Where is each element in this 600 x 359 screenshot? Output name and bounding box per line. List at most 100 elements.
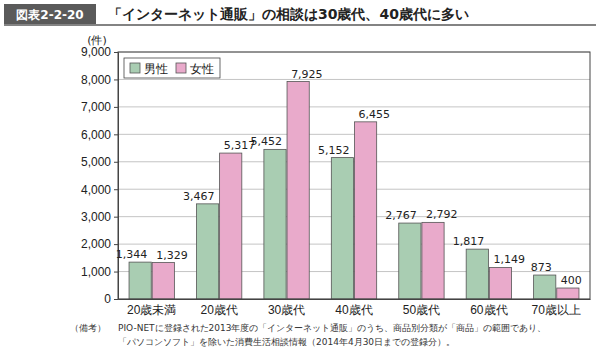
y-axis-line bbox=[114, 53, 119, 300]
bar bbox=[534, 275, 556, 299]
title: 「インターネット通販」の相談は30歳代、40歳代に多い bbox=[108, 6, 469, 22]
x-axis: 20歳未満 20歳代 30歳代 40歳代 50歳代 60歳代 70歳以上 bbox=[119, 299, 591, 317]
y-axis: 0 1,000 2,000 3,000 4,000 5,000 6,000 7,000 8,00… bbox=[81, 45, 119, 306]
bars bbox=[129, 82, 579, 299]
header-rule bbox=[4, 24, 596, 26]
grid-line bbox=[118, 106, 590, 107]
legend-box bbox=[124, 58, 220, 78]
bar bbox=[264, 149, 286, 299]
legend-swatch bbox=[176, 63, 186, 73]
notes-label: （備考） bbox=[70, 323, 106, 333]
grid-line bbox=[118, 79, 590, 80]
plot-frame bbox=[118, 52, 590, 299]
bar bbox=[220, 153, 242, 299]
bar bbox=[196, 204, 218, 299]
data-label: 1,344 bbox=[116, 248, 148, 261]
chart: 図表2-2-20 「インターネット通販」の相談は30歳代、40歳代に多い 0 1,00… bbox=[0, 0, 600, 359]
note: 「パソコンソフト」を除いた消費生活相談情報（2014年4月30日までの登録分）。 bbox=[118, 337, 455, 347]
plot-area bbox=[118, 52, 590, 299]
y-tick-label: 2,000 bbox=[81, 237, 111, 251]
note: PIO-NETに登録された2013年度の「インターネット通販」のうち、商品別分類… bbox=[118, 323, 546, 333]
x-tick-label: 50歳代 bbox=[403, 303, 440, 317]
y-tick-mark bbox=[114, 79, 118, 80]
y-tick: 3,000 bbox=[81, 210, 118, 224]
y-tick: 8,000 bbox=[81, 73, 118, 87]
y-tick-mark bbox=[114, 272, 118, 273]
y-tick: 9,000 bbox=[81, 45, 118, 59]
y-tick: 5,000 bbox=[81, 155, 118, 169]
y-tick-label: 1,000 bbox=[81, 265, 111, 279]
data-label: 5,152 bbox=[318, 144, 350, 157]
data-label: 1,817 bbox=[453, 235, 485, 248]
y-tick-mark bbox=[114, 52, 118, 53]
data-label: 7,925 bbox=[291, 68, 323, 81]
legend-swatch bbox=[130, 63, 140, 73]
data-label: 2,792 bbox=[426, 208, 458, 221]
y-tick-mark bbox=[114, 189, 118, 190]
bar bbox=[129, 262, 151, 299]
x-tick: 20歳代 bbox=[200, 299, 237, 317]
bar bbox=[152, 263, 174, 299]
grid-line bbox=[118, 244, 590, 245]
data-label: 6,455 bbox=[359, 108, 391, 121]
y-tick-mark bbox=[114, 107, 118, 108]
bar bbox=[331, 158, 353, 299]
y-tick-mark bbox=[114, 299, 118, 300]
data-label: 5,452 bbox=[251, 135, 283, 148]
bar bbox=[466, 249, 488, 299]
data-label: 2,767 bbox=[385, 209, 417, 222]
y-tick: 6,000 bbox=[81, 128, 118, 142]
x-tick-label: 20歳未満 bbox=[127, 303, 176, 317]
data-label: 400 bbox=[561, 274, 582, 287]
x-tick: 30歳代 bbox=[268, 299, 305, 317]
data-label: 1,329 bbox=[156, 249, 188, 262]
data-label: 3,467 bbox=[183, 190, 215, 203]
header-box bbox=[4, 4, 96, 24]
data-label: 5,317 bbox=[224, 139, 256, 152]
grid bbox=[118, 52, 590, 299]
y-tick-label: 6,000 bbox=[81, 128, 111, 142]
y-tick-mark bbox=[114, 134, 118, 135]
y-tick: 4,000 bbox=[81, 183, 118, 197]
bar bbox=[422, 222, 444, 299]
x-tick: 60歳代 bbox=[470, 299, 507, 317]
x-tick: 70歳以上 bbox=[532, 299, 581, 317]
bar bbox=[489, 267, 511, 299]
x-tick-label: 40歳代 bbox=[335, 303, 372, 317]
y-tick-label: 0 bbox=[104, 292, 111, 306]
y-tick: 7,000 bbox=[81, 100, 118, 114]
legend: 男性 女性 bbox=[124, 58, 220, 78]
y-tick-label: 8,000 bbox=[81, 73, 111, 87]
y-axis-label: (件) bbox=[87, 34, 107, 47]
data-label: 873 bbox=[531, 261, 552, 274]
bar bbox=[557, 288, 579, 299]
figure-number: 図表2-2-20 bbox=[16, 8, 83, 22]
y-tick: 1,000 bbox=[81, 265, 118, 279]
x-tick-label: 20歳代 bbox=[200, 303, 237, 317]
data-label: 1,149 bbox=[493, 253, 525, 266]
x-tick-label: 60歳代 bbox=[470, 303, 507, 317]
y-tick-mark bbox=[114, 217, 118, 218]
y-tick-label: 4,000 bbox=[81, 183, 111, 197]
y-tick-mark bbox=[114, 244, 118, 245]
x-tick-label: 30歳代 bbox=[268, 303, 305, 317]
bar bbox=[287, 82, 309, 299]
x-tick: 40歳代 bbox=[335, 299, 372, 317]
grid-line bbox=[118, 216, 590, 217]
x-tick-label: 70歳以上 bbox=[532, 303, 581, 317]
grid-line bbox=[118, 161, 590, 162]
y-tick-label: 3,000 bbox=[81, 210, 111, 224]
grid-line bbox=[118, 271, 590, 272]
legend-label: 男性 bbox=[144, 62, 168, 76]
y-tick-mark bbox=[114, 162, 118, 163]
y-tick: 2,000 bbox=[81, 237, 118, 251]
legend-label: 女性 bbox=[190, 62, 214, 76]
y-tick: 0 bbox=[104, 292, 118, 306]
y-tick-label: 7,000 bbox=[81, 100, 111, 114]
bar bbox=[354, 122, 376, 299]
x-axis-line bbox=[119, 299, 591, 300]
x-tick: 20歳未満 bbox=[127, 299, 176, 317]
bar bbox=[399, 223, 421, 299]
y-tick-label: 5,000 bbox=[81, 155, 111, 169]
x-tick: 50歳代 bbox=[403, 299, 440, 317]
